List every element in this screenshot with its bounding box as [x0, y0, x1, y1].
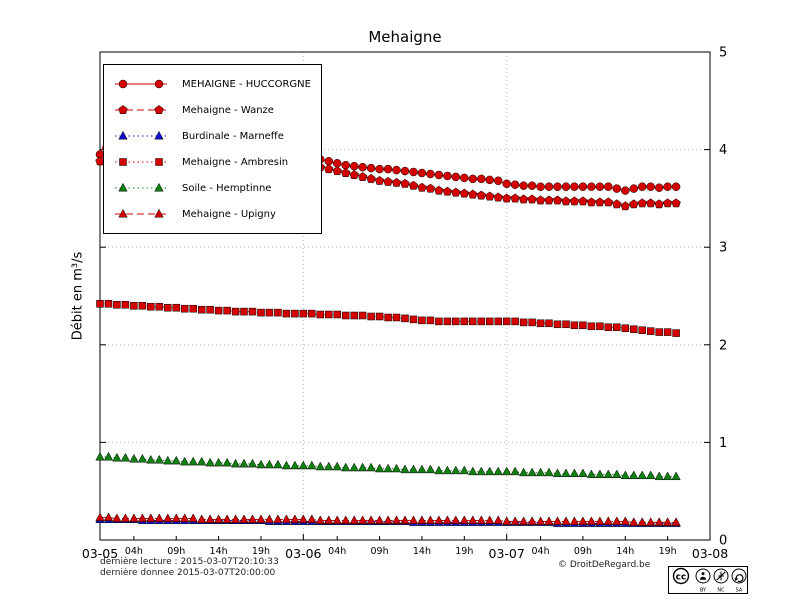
y-axis-label: Débit en m³/s: [70, 251, 86, 341]
svg-text:19h: 19h: [252, 546, 270, 557]
attribution-icon: [695, 568, 711, 584]
footer-last-reading: dernière lecture : 2015-03-07T20:10:33: [100, 557, 279, 567]
legend-label: Mehaigne - Ambresin: [182, 156, 289, 168]
svg-text:03-05: 03-05: [82, 546, 118, 561]
cc-logo-text: cc: [676, 573, 687, 583]
share-alike-icon: [731, 568, 747, 584]
triangle-marker-sample-icon: [115, 182, 167, 192]
svg-text:4: 4: [719, 143, 727, 158]
badge-term-sa: SA: [736, 588, 743, 594]
legend-label: Soile - Hemptinne: [182, 182, 272, 194]
legend-item-4: Mehaigne - Ambresin: [112, 149, 311, 175]
svg-text:04h: 04h: [125, 546, 143, 557]
svg-text:14h: 14h: [616, 546, 634, 557]
svg-text:14h: 14h: [413, 546, 431, 557]
svg-text:14h: 14h: [210, 546, 228, 557]
svg-text:03-07: 03-07: [489, 546, 525, 561]
footer-last-data: dernière donnee 2015-03-07T20:00:00: [100, 568, 276, 578]
legend: MEHAIGNE - HUCCORGNE Mehaigne - Wanze Burd…: [103, 64, 322, 234]
legend-item-2: Mehaigne - Wanze: [112, 97, 311, 123]
svg-text:0: 0: [719, 534, 727, 549]
cc-logo-icon: cc: [672, 567, 690, 585]
legend-item-3: Burdinale - Marneffe: [112, 123, 311, 149]
legend-item-5: Soile - Hemptinne: [112, 175, 311, 201]
svg-text:3: 3: [719, 241, 727, 256]
triangle-marker-sample-icon: [115, 208, 167, 218]
legend-label: Mehaigne - Wanze: [182, 104, 274, 116]
square-marker-sample-icon: [115, 158, 167, 166]
svg-text:5: 5: [719, 46, 727, 61]
triangle-marker-sample-icon: [115, 130, 167, 140]
svg-text:03-08: 03-08: [692, 546, 728, 561]
chart-title: Mehaigne: [368, 28, 442, 46]
legend-label: Mehaigne - Upigny: [182, 208, 276, 220]
svg-text:2: 2: [719, 338, 727, 353]
copyright-text: © DroitDeRegard.be: [558, 560, 651, 570]
cc-license-badge: cc BY NC SA: [668, 566, 748, 594]
svg-text:1: 1: [719, 436, 727, 451]
svg-text:09h: 09h: [574, 546, 592, 557]
svg-text:09h: 09h: [167, 546, 185, 557]
badge-term-by: BY: [700, 588, 707, 594]
legend-label: MEHAIGNE - HUCCORGNE: [182, 78, 311, 90]
svg-text:04h: 04h: [532, 546, 550, 557]
legend-label: Burdinale - Marneffe: [182, 130, 284, 142]
svg-text:03-06: 03-06: [285, 546, 321, 561]
svg-text:04h: 04h: [328, 546, 346, 557]
svg-text:09h: 09h: [371, 546, 389, 557]
pentagon-marker-sample-icon: [115, 105, 167, 114]
circle-marker-sample-icon: [115, 79, 167, 89]
non-commercial-icon: [713, 568, 729, 584]
legend-item-1: MEHAIGNE - HUCCORGNE: [112, 71, 311, 97]
badge-term-nc: NC: [717, 588, 725, 594]
svg-text:19h: 19h: [659, 546, 677, 557]
svg-text:19h: 19h: [455, 546, 473, 557]
legend-item-6: Mehaigne - Upigny: [112, 201, 311, 227]
